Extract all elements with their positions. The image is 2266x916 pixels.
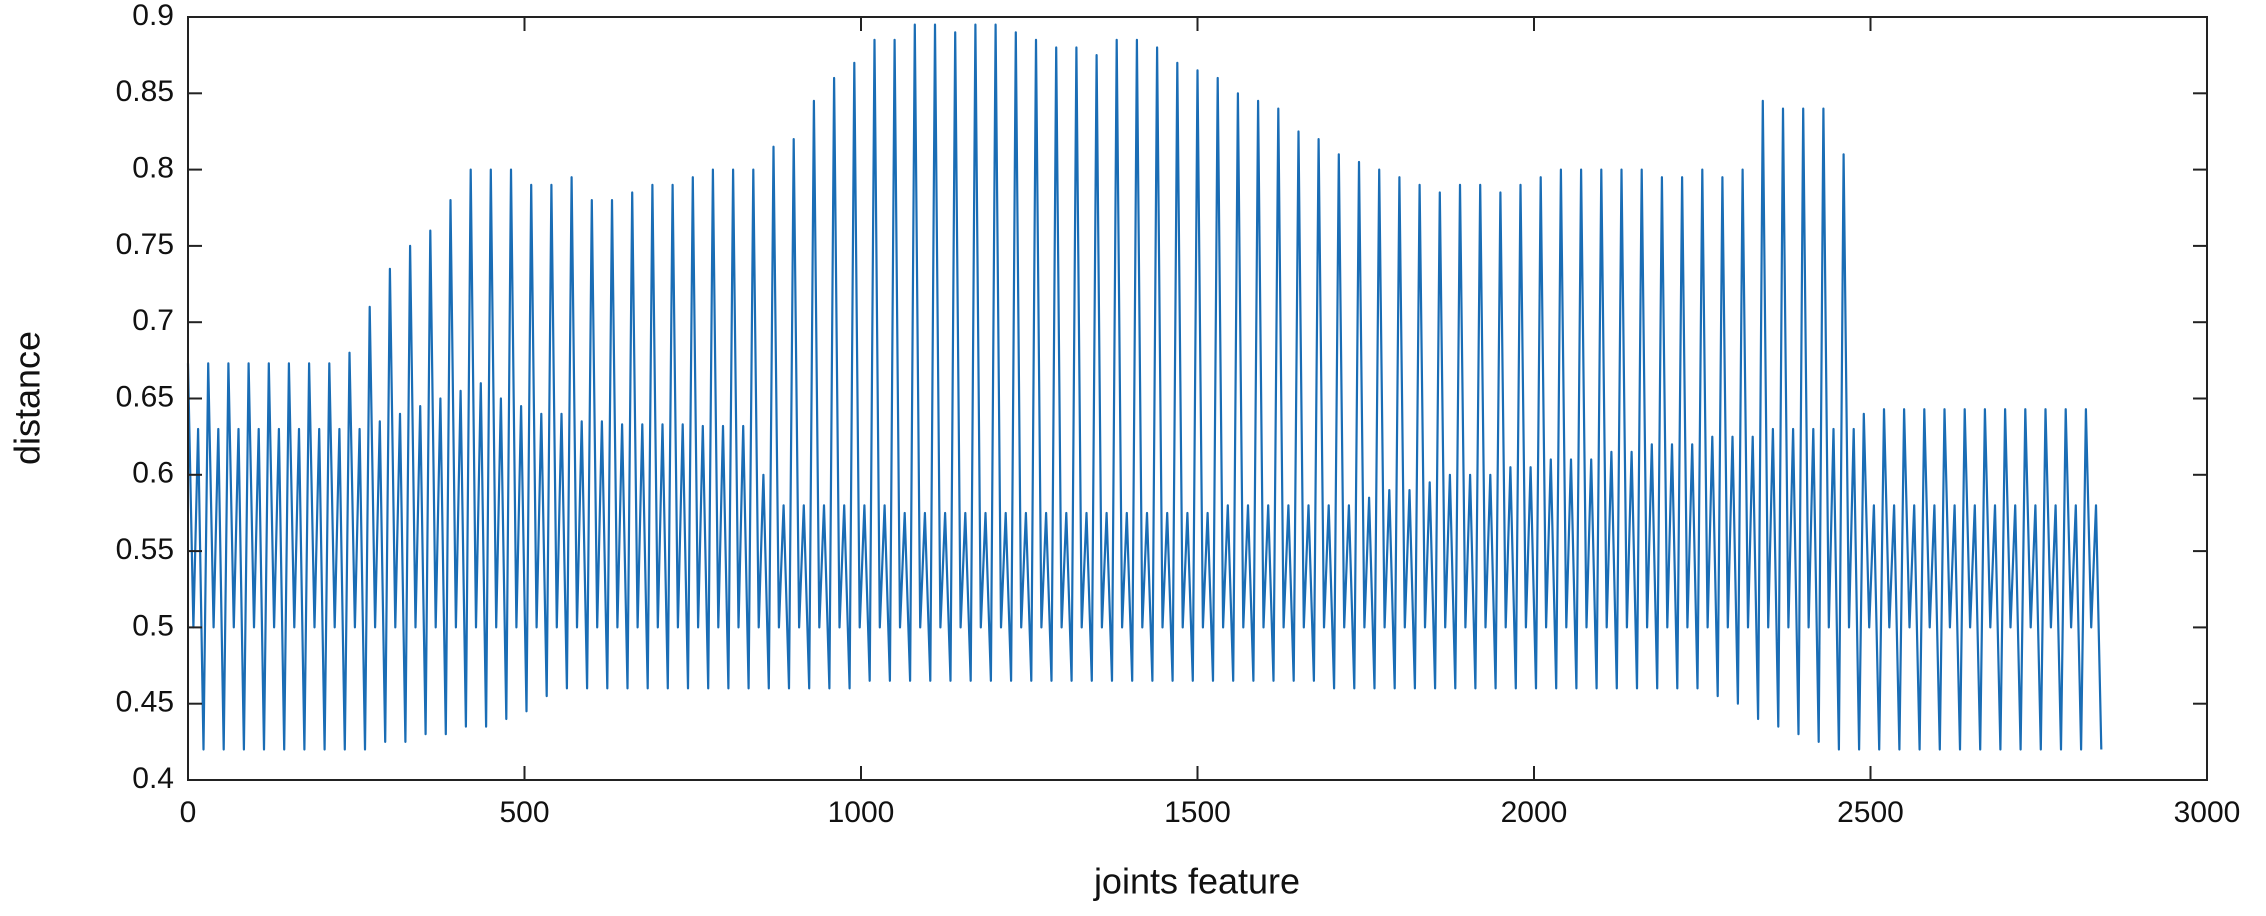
y-tick-label: 0.7 — [132, 304, 174, 337]
x-tick-label: 3000 — [2174, 796, 2241, 829]
x-tick-label: 500 — [499, 796, 549, 829]
x-tick-label: 2500 — [1837, 796, 1904, 829]
y-tick-label: 0.55 — [116, 533, 174, 566]
data-line — [186, 23, 2103, 751]
x-axis-label: joints feature — [1093, 861, 1300, 902]
y-axis-label: distance — [7, 331, 48, 465]
y-tick-label: 0.65 — [116, 380, 174, 413]
y-tick-label: 0.85 — [116, 75, 174, 108]
y-tick-label: 0.9 — [132, 0, 174, 32]
x-tick-label: 0 — [180, 796, 197, 829]
x-tick-label: 2000 — [1501, 796, 1568, 829]
y-tick-label: 0.8 — [132, 152, 174, 185]
x-tick-label: 1500 — [1164, 796, 1231, 829]
y-tick-label: 0.5 — [132, 609, 174, 642]
y-tick-label: 0.4 — [132, 762, 174, 795]
y-tick-label: 0.6 — [132, 457, 174, 490]
x-tick-label: 1000 — [828, 796, 895, 829]
y-tick-label: 0.45 — [116, 686, 174, 719]
y-tick-label: 0.75 — [116, 228, 174, 261]
